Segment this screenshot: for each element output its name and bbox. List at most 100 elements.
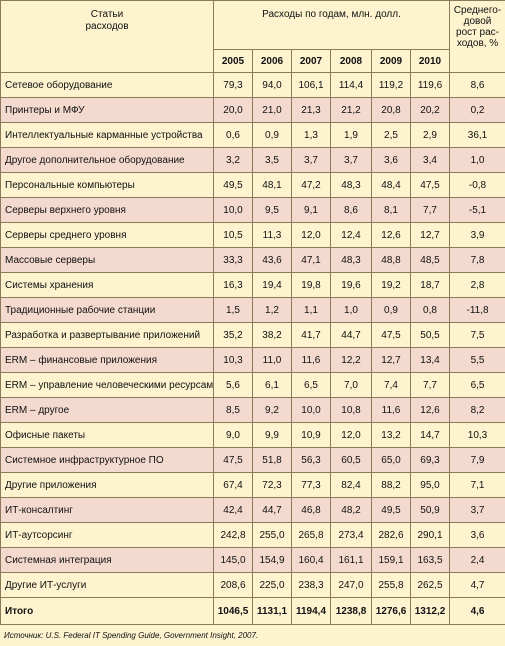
value-cell: 44,7 xyxy=(331,323,372,348)
value-cell: 1,5 xyxy=(214,298,253,323)
value-cell: 159,1 xyxy=(372,548,411,573)
value-cell: 77,3 xyxy=(292,473,331,498)
value-cell: 0,8 xyxy=(411,298,450,323)
value-cell: 38,2 xyxy=(253,323,292,348)
value-cell: 1194,4 xyxy=(292,598,331,625)
value-cell: 208,6 xyxy=(214,573,253,598)
row-label: ИТ-консалтинг xyxy=(1,498,214,523)
value-cell: 1238,8 xyxy=(331,598,372,625)
row-label: Разработка и развертывание приложений xyxy=(1,323,214,348)
growth-cell: 4,7 xyxy=(450,573,505,598)
value-cell: 1,0 xyxy=(331,298,372,323)
value-cell: 1131,1 xyxy=(253,598,292,625)
row-label: Традиционные рабочие станции xyxy=(1,298,214,323)
value-cell: 9,0 xyxy=(214,423,253,448)
value-cell: 0,9 xyxy=(372,298,411,323)
growth-cell: 6,5 xyxy=(450,373,505,398)
items-header: Статьи расходов xyxy=(1,1,214,73)
value-cell: 262,5 xyxy=(411,573,450,598)
growth-cell: 1,0 xyxy=(450,148,505,173)
value-cell: 69,3 xyxy=(411,448,450,473)
value-cell: 48,3 xyxy=(331,248,372,273)
value-cell: 43,6 xyxy=(253,248,292,273)
value-cell: 10,3 xyxy=(214,348,253,373)
value-cell: 3,6 xyxy=(372,148,411,173)
value-cell: 119,2 xyxy=(372,73,411,98)
value-cell: 48,1 xyxy=(253,173,292,198)
row-label: ERM – финансовые приложения xyxy=(1,348,214,373)
value-cell: 46,8 xyxy=(292,498,331,523)
year-header: 2010 xyxy=(411,50,450,73)
value-cell: 21,0 xyxy=(253,98,292,123)
value-cell: 145,0 xyxy=(214,548,253,573)
items-header-line1: Статьи xyxy=(1,9,213,21)
value-cell: 265,8 xyxy=(292,523,331,548)
value-cell: 1046,5 xyxy=(214,598,253,625)
value-cell: 72,3 xyxy=(253,473,292,498)
value-cell: 1312,2 xyxy=(411,598,450,625)
value-cell: 225,0 xyxy=(253,573,292,598)
table-row: ERM – управление человеческими ресурсами… xyxy=(1,373,505,398)
value-cell: 114,4 xyxy=(331,73,372,98)
growth-cell: 7,1 xyxy=(450,473,505,498)
year-header: 2006 xyxy=(253,50,292,73)
value-cell: 48,4 xyxy=(372,173,411,198)
value-cell: 154,9 xyxy=(253,548,292,573)
value-cell: 290,1 xyxy=(411,523,450,548)
value-cell: 7,0 xyxy=(331,373,372,398)
growth-cell: 2,4 xyxy=(450,548,505,573)
value-cell: 49,5 xyxy=(214,173,253,198)
value-cell: 10,0 xyxy=(292,398,331,423)
value-cell: 19,4 xyxy=(253,273,292,298)
value-cell: 1,3 xyxy=(292,123,331,148)
value-cell: 7,4 xyxy=(372,373,411,398)
value-cell: 238,3 xyxy=(292,573,331,598)
value-cell: 11,0 xyxy=(253,348,292,373)
value-cell: 48,3 xyxy=(331,173,372,198)
value-cell: 47,5 xyxy=(372,323,411,348)
value-cell: 106,1 xyxy=(292,73,331,98)
value-cell: 44,7 xyxy=(253,498,292,523)
value-cell: 161,1 xyxy=(331,548,372,573)
row-label: Итого xyxy=(1,598,214,625)
value-cell: 0,6 xyxy=(214,123,253,148)
value-cell: 11,6 xyxy=(292,348,331,373)
value-cell: 5,6 xyxy=(214,373,253,398)
growth-header: Среднего- довой рост рас- ходов, % xyxy=(450,1,505,73)
value-cell: 56,3 xyxy=(292,448,331,473)
value-cell: 21,3 xyxy=(292,98,331,123)
growth-cell: 36,1 xyxy=(450,123,505,148)
growth-cell: 4,6 xyxy=(450,598,505,625)
value-cell: 3,7 xyxy=(331,148,372,173)
year-header: 2009 xyxy=(372,50,411,73)
value-cell: 242,8 xyxy=(214,523,253,548)
value-cell: 50,5 xyxy=(411,323,450,348)
value-cell: 8,1 xyxy=(372,198,411,223)
value-cell: 12,7 xyxy=(372,348,411,373)
value-cell: 41,7 xyxy=(292,323,331,348)
row-label: Другие ИТ-услуги xyxy=(1,573,214,598)
value-cell: 13,2 xyxy=(372,423,411,448)
growth-cell: 3,9 xyxy=(450,223,505,248)
value-cell: 119,6 xyxy=(411,73,450,98)
value-cell: 6,5 xyxy=(292,373,331,398)
value-cell: 163,5 xyxy=(411,548,450,573)
value-cell: 6,1 xyxy=(253,373,292,398)
value-cell: 20,0 xyxy=(214,98,253,123)
items-header-line2: расходов xyxy=(1,21,213,33)
value-cell: 273,4 xyxy=(331,523,372,548)
